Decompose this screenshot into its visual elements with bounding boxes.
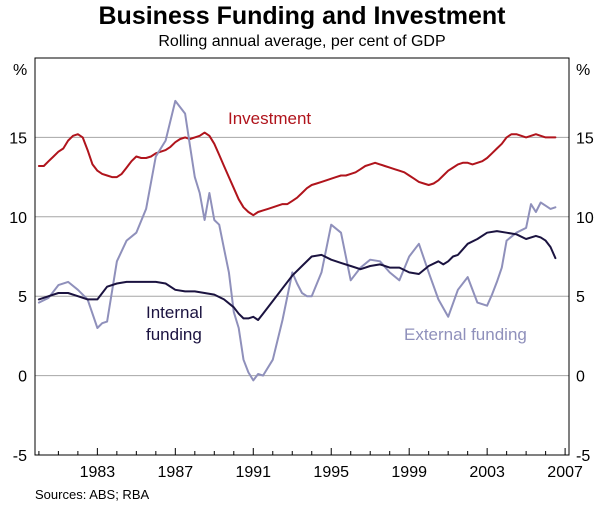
y-tick-label-right: -5 bbox=[576, 448, 590, 465]
axis-ticks bbox=[38, 448, 566, 455]
x-tick-label-1999: 1999 bbox=[391, 464, 427, 481]
y-tick-label-right: 15 bbox=[576, 130, 594, 147]
series-labels: Investment Internal funding External fundin… bbox=[146, 109, 527, 344]
series-line-investment bbox=[37, 131, 557, 217]
y-tick-label-right: 5 bbox=[576, 289, 585, 306]
x-tick-label-2003: 2003 bbox=[469, 464, 505, 481]
series-label-investment: Investment bbox=[228, 109, 311, 128]
chart-title: Business Funding and Investment bbox=[98, 2, 506, 30]
y-tick-label-left: -5 bbox=[13, 448, 27, 465]
series-label-internal-funding: funding bbox=[146, 325, 202, 344]
axis-labels: -5 -5 0 0 5 5 10 10 15 15% % 1983 1987 1991 1995 1999 20… bbox=[9, 62, 594, 481]
y-unit-right: % bbox=[576, 62, 590, 79]
x-tick-label-2007: 2007 bbox=[547, 464, 583, 481]
x-tick-label-1995: 1995 bbox=[313, 464, 349, 481]
plot-frame bbox=[34, 57, 570, 456]
gridlines bbox=[35, 136, 569, 377]
y-tick-label-left: 15 bbox=[9, 130, 27, 147]
series-lines bbox=[37, 99, 557, 382]
x-tick-label-1983: 1983 bbox=[80, 464, 116, 481]
x-tick-label-1987: 1987 bbox=[158, 464, 194, 481]
series-label-internal-funding: Internal bbox=[146, 303, 203, 322]
series-line-external-funding bbox=[37, 99, 557, 382]
y-tick-label-left: 5 bbox=[18, 289, 27, 306]
source-note: Sources: ABS; RBA bbox=[35, 487, 150, 502]
y-tick-label-right: 0 bbox=[576, 369, 585, 386]
chart-subtitle: Rolling annual average, per cent of GDP bbox=[158, 33, 446, 50]
series-label-external-funding: External funding bbox=[404, 325, 527, 344]
y-tick-label-right: 10 bbox=[576, 210, 594, 227]
series-line-internal-funding bbox=[37, 230, 557, 321]
y-tick-label-left: 0 bbox=[18, 369, 27, 386]
y-tick-label-left: 10 bbox=[9, 210, 27, 227]
x-tick-label-1991: 1991 bbox=[235, 464, 271, 481]
y-unit-left: % bbox=[13, 62, 27, 79]
